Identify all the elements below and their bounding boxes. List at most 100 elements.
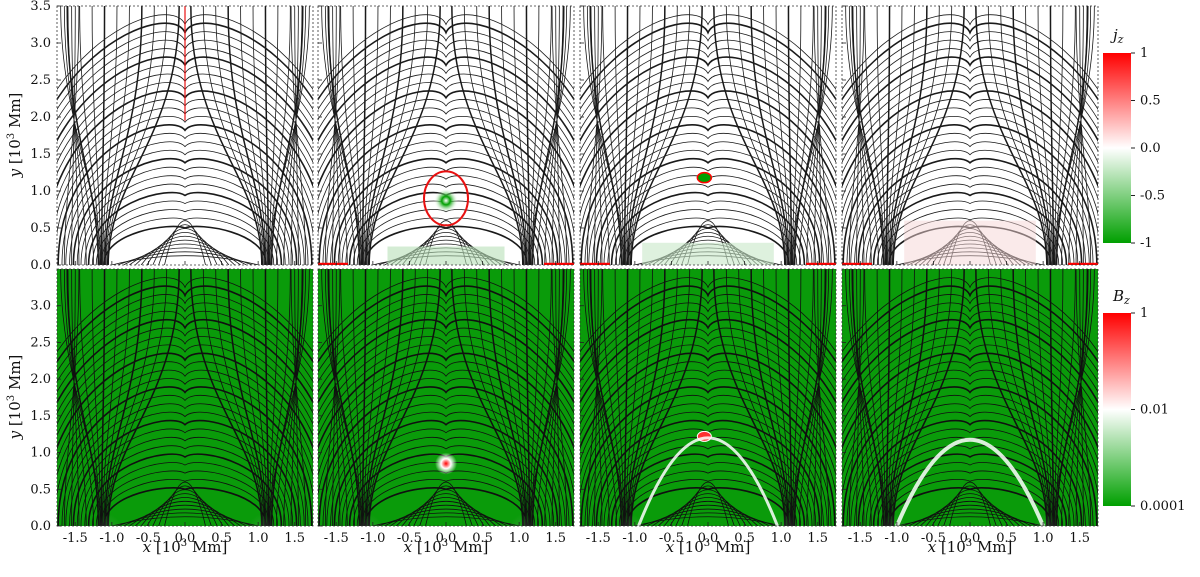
footpoint-glow-left [609, 466, 654, 526]
fieldline-23 [318, 294, 574, 373]
fieldline-1 [360, 217, 532, 265]
fieldline-27 [117, 251, 253, 265]
fieldline-35 [164, 481, 206, 526]
fieldline-64 [544, 269, 564, 526]
fieldline-24 [318, 22, 574, 102]
fieldline-9 [69, 411, 301, 526]
fieldline-20 [842, 56, 1098, 143]
fieldline-64 [806, 6, 826, 265]
fieldline-63 [799, 6, 830, 265]
panel-top-3 [579, 5, 837, 266]
xtick-label: -0.5 [397, 531, 422, 546]
xtick-label: 1.5 [807, 531, 828, 546]
ytick-label: 1.5 [30, 147, 51, 162]
fieldline-65 [813, 269, 822, 526]
fieldline-54 [738, 6, 788, 265]
colorbar-jz-tick-label: -1 [1140, 236, 1153, 251]
fieldline-21 [842, 311, 1098, 393]
fieldline-57 [775, 6, 791, 265]
fieldline-12 [580, 124, 836, 265]
panel-frame [841, 5, 1099, 266]
flux-rope-boundary [423, 170, 469, 227]
fieldline-15 [580, 361, 836, 462]
fieldline-8 [857, 157, 1083, 265]
fieldline-59 [1054, 6, 1064, 265]
footpoint-glow-right [762, 466, 807, 526]
fieldline-66 [1079, 6, 1084, 265]
fieldline-32 [146, 231, 224, 265]
xtick-label: -0.5 [659, 531, 684, 546]
fieldline-18 [318, 336, 574, 426]
fieldline-8 [333, 419, 559, 526]
fieldline-34 [681, 485, 735, 526]
ytick-label: 0.5 [30, 482, 51, 497]
fieldline-50 [594, 6, 599, 265]
fieldline-58 [525, 6, 531, 265]
fieldline-1 [99, 217, 271, 265]
fieldline-19 [318, 65, 574, 153]
boundary-current-right [544, 262, 574, 265]
boundary-current-right [806, 262, 836, 265]
fieldline-47 [848, 6, 879, 265]
fieldline-30 [395, 500, 497, 526]
fieldline-8 [72, 419, 298, 526]
yaxis-label-top: y [103 Mm] [6, 93, 24, 179]
fieldline-33 [413, 489, 479, 526]
fieldline-34 [158, 485, 212, 526]
fieldline-67 [1075, 6, 1092, 265]
fieldline-13 [580, 115, 836, 237]
fieldline-47 [324, 6, 355, 265]
fieldline-13 [842, 115, 1098, 237]
fieldline-53 [987, 6, 1049, 265]
fieldline-4 [872, 191, 1068, 265]
fieldline-4 [610, 191, 806, 265]
fieldline-22 [580, 39, 836, 121]
fieldline-62 [791, 6, 833, 265]
fieldline-13 [318, 378, 574, 499]
fieldline-28 [908, 508, 1032, 526]
panel-top-2 [317, 5, 575, 266]
boundary-current-left [318, 262, 348, 265]
fieldline-32 [146, 493, 224, 526]
fieldline-36 [368, 6, 441, 265]
fieldline-25 [842, 277, 1098, 353]
xtick-label: -1.0 [360, 531, 385, 546]
fieldline-39 [627, 6, 666, 265]
xtick-label: 0.0 [698, 531, 719, 546]
fieldline-46 [845, 6, 887, 265]
fieldline-41 [625, 6, 641, 265]
fieldline-50 [71, 6, 76, 265]
fieldline-66 [817, 269, 822, 526]
fieldline-25 [842, 14, 1098, 91]
fieldline-21 [318, 48, 574, 131]
fieldline-55 [227, 6, 266, 265]
fieldline-53 [202, 6, 264, 265]
fieldline-9 [592, 149, 824, 265]
fieldline-48 [67, 6, 87, 265]
fieldline-30 [134, 500, 236, 526]
fieldline-65 [551, 269, 560, 526]
fieldline-20 [580, 319, 836, 405]
fieldline-35 [687, 481, 729, 526]
shock-front [895, 437, 1045, 526]
fieldline-67 [551, 269, 568, 526]
xtick-label: 1.0 [509, 531, 530, 546]
fieldline-48 [852, 269, 872, 526]
fieldline-29 [390, 504, 502, 526]
fieldline-12 [842, 386, 1098, 526]
fieldline-50 [594, 269, 599, 526]
ytick-label: 0.0 [30, 519, 51, 534]
colorbar-bz-label: Bz [1112, 287, 1130, 307]
xaxis-label: x [103 Mm] [666, 538, 751, 556]
fieldline-52 [713, 6, 786, 265]
fieldline-62 [268, 6, 310, 265]
fieldline-66 [294, 6, 299, 265]
fieldline-43 [91, 6, 101, 265]
footpoint-glow-left [86, 466, 131, 526]
fieldline-54 [215, 6, 265, 265]
fieldline-59 [530, 6, 540, 265]
fieldline-48 [852, 6, 872, 265]
fieldline-37 [367, 6, 429, 265]
colorbar-jz-tick-label: -0.5 [1140, 189, 1165, 204]
fieldline-32 [669, 493, 747, 526]
